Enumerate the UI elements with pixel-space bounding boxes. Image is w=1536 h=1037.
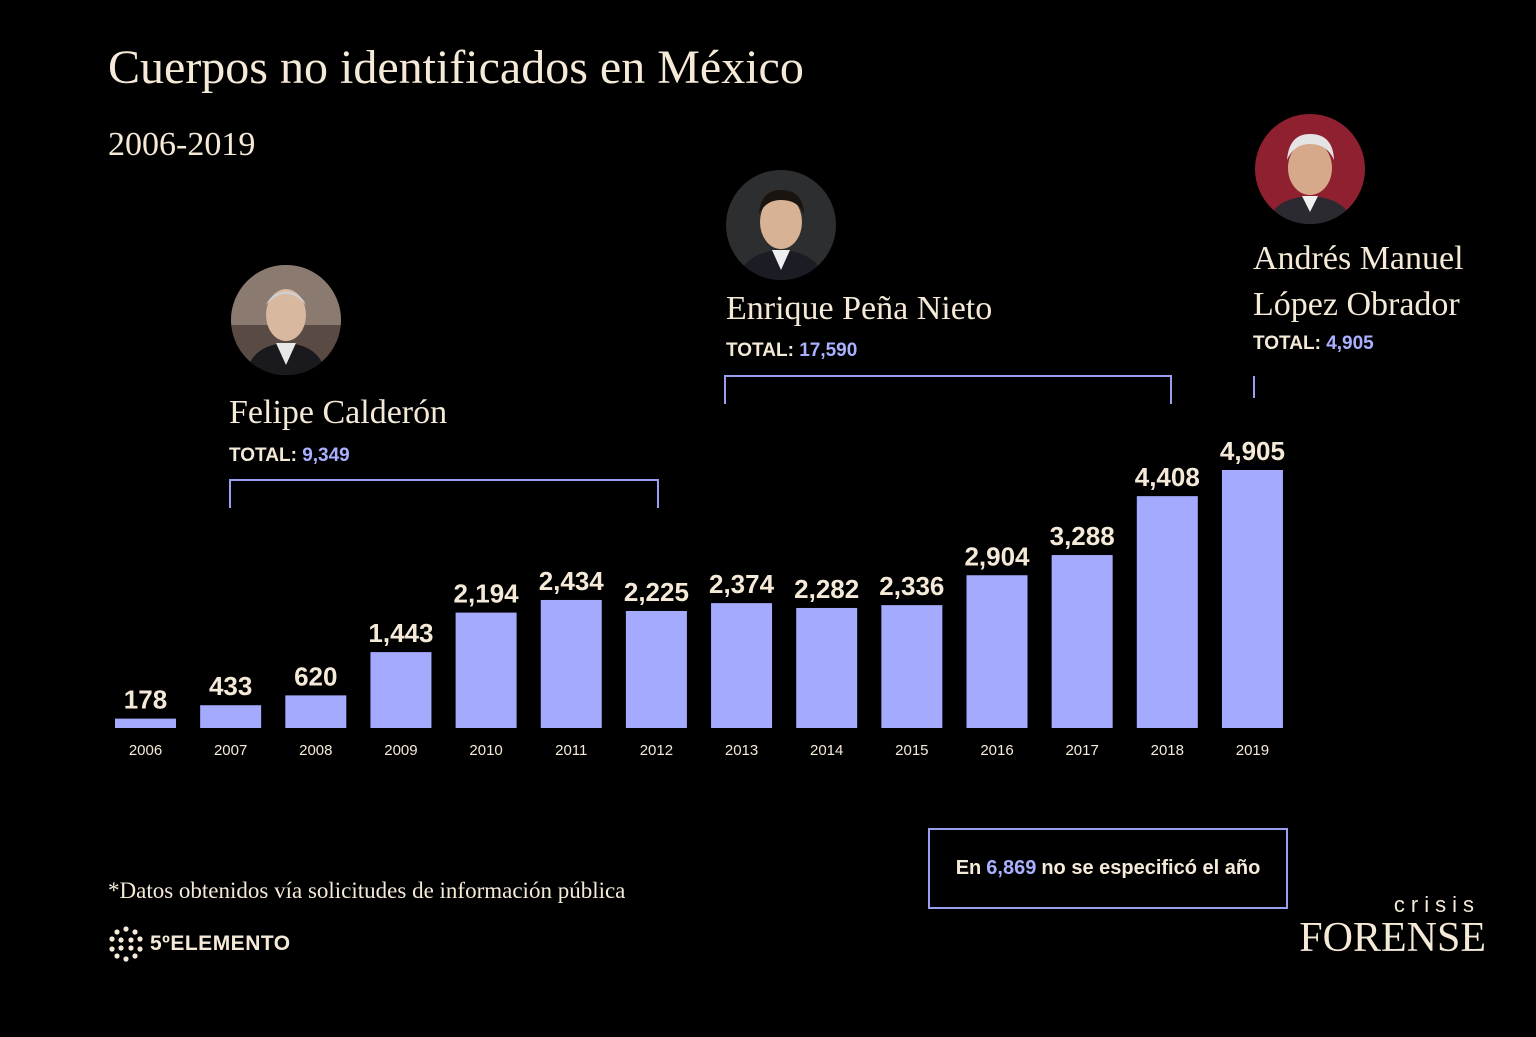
logo-crisis-text: crisis [1393,892,1480,917]
bar-value-label: 2,282 [794,574,859,604]
bar-value-label: 433 [209,671,252,701]
total-value: 4,905 [1326,333,1374,354]
bar-2013 [711,603,773,728]
x-tick-label: 2010 [469,742,502,759]
chart-title: Cuerpos no identificados en México [108,41,804,94]
bar-2017 [1051,555,1113,728]
bar-2012 [625,610,687,728]
x-tick-label: 2014 [810,742,843,759]
amlo-name-line2: López Obrador [1253,286,1460,323]
logo-forense-text: FORENSE [1299,915,1486,961]
bar-value-label: 4,408 [1135,462,1200,492]
bar-2006 [115,718,176,728]
bar-2007 [200,705,262,728]
quinto-elemento-logo: 5ºELEMENTO [108,926,291,962]
calderon-bracket [229,479,659,508]
amlo-total: TOTAL: 4,905 [1253,333,1374,355]
x-tick-label: 2017 [1065,742,1098,759]
bar-value-label: 4,905 [1220,436,1285,466]
amlo-name-line1: Andrés Manuel [1253,240,1464,277]
bar-2014 [796,607,858,728]
amlo-bracket [1253,376,1255,398]
bar-2016 [966,575,1028,728]
x-tick-label: 2016 [980,742,1013,759]
logo-text: 5ºELEMENTO [150,932,291,955]
calderon-name: Felipe Calderón [229,394,448,431]
bar-2019 [1221,470,1283,728]
bar-2018 [1136,496,1198,728]
bar-value-label: 620 [294,661,337,691]
total-value: 9,349 [302,445,350,466]
x-tick-label: 2009 [384,742,417,759]
chart-subtitle: 2006-2019 [108,126,256,163]
bar-value-label: 2,434 [539,566,605,596]
x-tick-label: 2012 [640,742,673,759]
x-tick-label: 2011 [555,742,587,759]
bar-value-label: 2,194 [454,579,520,609]
calderon-total: TOTAL: 9,349 [229,445,350,467]
pena-nieto-total: TOTAL: 17,590 [726,340,857,362]
note-value: 6,869 [986,857,1037,879]
pena-nieto-name: Enrique Peña Nieto [726,290,993,327]
crisis-forense-logo: crisis FORENSE [1296,892,1486,961]
pena-nieto-avatar [726,170,836,280]
dots-logo-icon [109,926,143,962]
x-tick-label: 2019 [1236,742,1269,759]
total-label: TOTAL: [1253,333,1321,354]
note-prefix: En [955,857,982,879]
unspecified-year-note: En 6,869 no se especificó el año [928,828,1288,909]
x-tick-label: 2018 [1151,742,1184,759]
x-tick-label: 2006 [129,742,162,759]
bar-value-label: 2,904 [964,541,1030,571]
footnote: *Datos obtenidos vía solicitudes de info… [108,878,626,903]
bar-2009 [370,652,432,728]
x-tick-label: 2008 [299,742,332,759]
bar-value-label: 2,336 [879,571,944,601]
x-tick-label: 2007 [214,742,247,759]
bar-value-label: 2,374 [709,569,775,599]
bar-value-label: 1,443 [368,618,433,648]
total-label: TOTAL: [229,445,297,466]
x-tick-label: 2015 [895,742,928,759]
bar-value-label: 178 [124,685,167,715]
bar-2010 [455,612,517,728]
pena-nieto-bracket [724,375,1172,404]
total-label: TOTAL: [726,340,794,361]
bar-2011 [540,599,602,728]
bar-2015 [881,605,943,728]
total-value: 17,590 [799,340,858,361]
bar-2008 [285,695,347,728]
bar-value-label: 3,288 [1050,521,1115,551]
amlo-avatar [1255,114,1365,224]
bar-value-label: 2,225 [624,577,689,607]
note-suffix: no se especificó el año [1041,857,1261,879]
x-tick-label: 2013 [725,742,758,759]
